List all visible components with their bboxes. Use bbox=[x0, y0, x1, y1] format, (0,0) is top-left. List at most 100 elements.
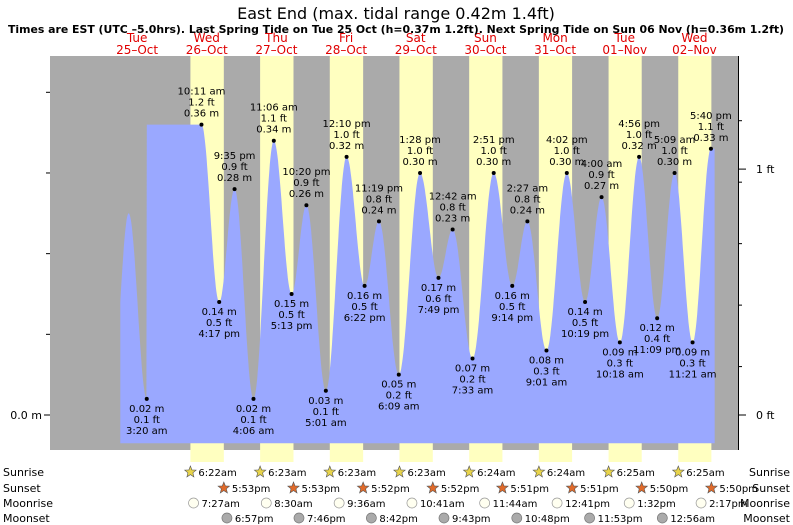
tide-height-m: 0.14 m bbox=[202, 307, 237, 318]
tide-height-m: 0.12 m bbox=[640, 323, 675, 334]
moonrise-icon bbox=[479, 497, 491, 509]
day-of-week: Wed bbox=[681, 31, 707, 45]
tide-height-ft: 1.1 ft bbox=[698, 122, 724, 133]
sunset-time: 5:53pm bbox=[232, 484, 271, 495]
sunset-time: 5:52pm bbox=[371, 484, 410, 495]
tide-height-ft: 0.4 ft bbox=[644, 334, 670, 345]
daylight-strip bbox=[678, 450, 712, 462]
tide-time: 12:42 am bbox=[429, 191, 477, 202]
tide-time: 4:00 am bbox=[581, 159, 623, 170]
moonrise-time: 7:27am bbox=[202, 499, 240, 510]
daylight-strip bbox=[329, 450, 364, 462]
sunrise-time: 6:23am bbox=[268, 468, 306, 479]
tide-time: 6:22 pm bbox=[344, 313, 386, 324]
day-of-week: Mon bbox=[542, 31, 567, 45]
tide-time: 12:10 pm bbox=[323, 119, 371, 130]
tide-time: 6:09 am bbox=[378, 402, 420, 413]
sunrise-time: 6:24am bbox=[547, 468, 585, 479]
moonrise-time: 1:32pm bbox=[637, 499, 676, 510]
day-date: 01–Nov bbox=[602, 43, 647, 57]
tide-height-ft: 0.2 ft bbox=[459, 375, 485, 386]
tide-point bbox=[617, 340, 622, 345]
tide-height-m: 0.17 m bbox=[421, 283, 456, 294]
sunset-icon bbox=[287, 481, 300, 494]
tide-height-ft: 0.8 ft bbox=[514, 194, 540, 205]
tide-height-ft: 0.5 ft bbox=[572, 318, 598, 329]
tide-height-ft: 0.8 ft bbox=[439, 202, 465, 213]
tide-point bbox=[376, 219, 381, 224]
day-of-week: Sat bbox=[406, 31, 426, 45]
tide-time: 4:02 pm bbox=[546, 135, 588, 146]
tide-height-m: 0.16 m bbox=[347, 291, 382, 302]
moonset-time: 7:46pm bbox=[307, 514, 346, 525]
sunrise-icon bbox=[253, 465, 267, 478]
sunset-icon bbox=[565, 481, 579, 494]
moonrise-icon bbox=[188, 497, 199, 509]
daylight-strip bbox=[608, 450, 642, 462]
tide-time: 11:06 am bbox=[250, 103, 298, 114]
moonset-icon bbox=[293, 512, 305, 524]
tide-time: 5:40 pm bbox=[690, 111, 732, 122]
tide-height-m: 0.24 m bbox=[361, 205, 396, 216]
sunset-icon bbox=[356, 481, 370, 494]
tide-height-m: 0.23 m bbox=[435, 213, 470, 224]
tide-height-m: 0.03 m bbox=[308, 396, 343, 407]
row-label-left: Sunset bbox=[3, 482, 41, 495]
moonrise-time: 8:30am bbox=[274, 499, 312, 510]
tide-point bbox=[418, 170, 423, 175]
tide-height-ft: 0.3 ft bbox=[679, 358, 705, 369]
tide-height-m: 0.32 m bbox=[329, 141, 364, 152]
tide-height-ft: 0.1 ft bbox=[134, 415, 160, 426]
tide-height-ft: 1.0 ft bbox=[407, 146, 433, 157]
daylight-strip bbox=[538, 450, 573, 462]
sunset-time: 5:53pm bbox=[301, 484, 340, 495]
day-date: 30–Oct bbox=[464, 43, 506, 57]
row-label-right: Sunset bbox=[752, 482, 790, 495]
day-of-week: Tue bbox=[614, 31, 636, 45]
tide-height-ft: 1.0 ft bbox=[333, 130, 359, 141]
tide-height-ft: 1.1 ft bbox=[261, 114, 287, 125]
sunset-icon bbox=[217, 481, 231, 494]
tide-time: 10:19 pm bbox=[561, 329, 609, 340]
moonset-icon bbox=[366, 512, 377, 524]
tide-time: 4:17 pm bbox=[198, 329, 240, 340]
tide-height-m: 0.16 m bbox=[495, 291, 530, 302]
tide-point bbox=[708, 146, 713, 151]
moonset-time: 9:43pm bbox=[452, 514, 491, 525]
tide-point bbox=[271, 138, 276, 143]
tide-height-m: 0.30 m bbox=[402, 157, 437, 168]
moonset-icon bbox=[511, 512, 523, 524]
sunset-time: 5:52pm bbox=[441, 484, 480, 495]
tide-height-m: 0.07 m bbox=[455, 364, 490, 375]
tide-point bbox=[232, 187, 237, 192]
sunrise-time: 6:22am bbox=[198, 468, 236, 479]
day-date: 02–Nov bbox=[672, 43, 717, 57]
tide-point bbox=[564, 170, 569, 175]
day-date: 31–Oct bbox=[534, 43, 576, 57]
tide-time: 7:49 pm bbox=[418, 305, 460, 316]
sunrise-time: 6:25am bbox=[617, 468, 655, 479]
moonrise-time: 9:36am bbox=[347, 499, 385, 510]
tide-time: 7:33 am bbox=[452, 386, 494, 397]
tide-time: 9:14 pm bbox=[491, 313, 533, 324]
moonrise-time: 10:41am bbox=[420, 499, 465, 510]
day-of-week: Tue bbox=[126, 31, 148, 45]
sunrise-icon bbox=[393, 465, 406, 478]
tide-point bbox=[344, 154, 349, 159]
daylight-strip bbox=[190, 450, 224, 462]
tide-height-m: 0.27 m bbox=[584, 181, 619, 192]
tide-height-m: 0.14 m bbox=[567, 307, 602, 318]
tide-height-ft: 0.5 ft bbox=[278, 310, 304, 321]
tide-point bbox=[525, 219, 530, 224]
moonrise-icon bbox=[551, 497, 563, 509]
sun-moon-rows: Sunrise Sunrise Sunset Sunset Moonrise Moonri… bbox=[3, 465, 791, 525]
tide-curve bbox=[120, 124, 715, 444]
tide-height-ft: 0.9 ft bbox=[588, 170, 614, 181]
sunrise-time: 6:23am bbox=[338, 468, 376, 479]
sunset-icon bbox=[426, 481, 440, 494]
tide-height-m: 0.34 m bbox=[256, 125, 291, 136]
sunrise-time: 6:24am bbox=[477, 468, 515, 479]
tide-point bbox=[289, 291, 294, 296]
daylight-strip bbox=[260, 450, 294, 462]
